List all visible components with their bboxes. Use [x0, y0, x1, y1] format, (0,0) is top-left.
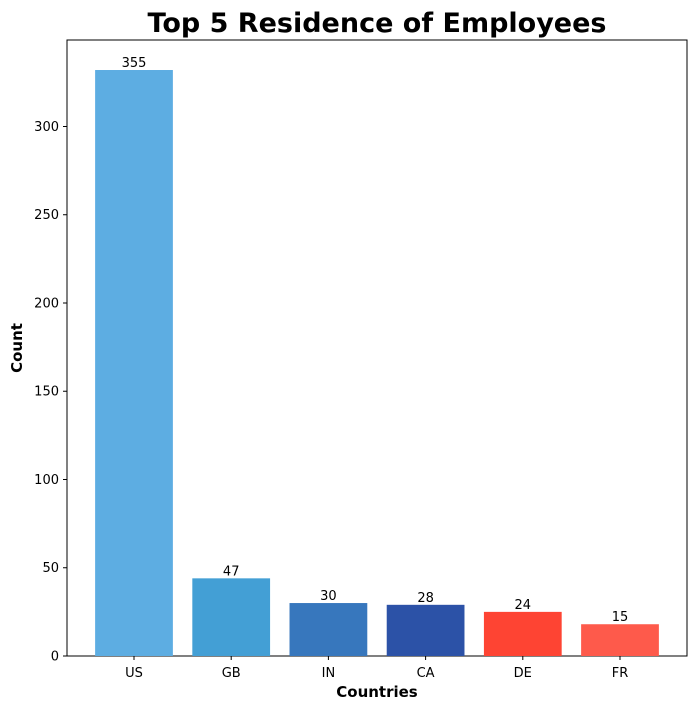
y-tick-label: 100 — [34, 473, 59, 488]
x-tick-label: CA — [417, 666, 435, 681]
y-tick-label: 150 — [34, 385, 59, 400]
bar — [386, 604, 465, 656]
y-tick-label: 50 — [42, 561, 59, 576]
x-tick-label: FR — [612, 666, 629, 681]
x-tick-label: DE — [514, 666, 532, 681]
y-tick-label: 200 — [34, 296, 59, 311]
y-tick-label: 250 — [34, 208, 59, 223]
x-tick-label: GB — [222, 666, 241, 681]
bar-annotation: 47 — [223, 564, 240, 579]
y-tick-label: 0 — [51, 650, 59, 665]
bar-annotation: 24 — [515, 598, 532, 613]
bar — [581, 624, 659, 656]
bar — [192, 578, 271, 656]
bar — [289, 603, 368, 656]
x-tick-label: IN — [322, 666, 336, 681]
bar-annotation: 15 — [612, 610, 629, 625]
bar — [483, 611, 562, 656]
bar-annotation: 30 — [320, 589, 337, 604]
bar-annotation: 28 — [417, 591, 434, 606]
y-axis-label: Count — [8, 323, 26, 373]
chart-title: Top 5 Residence of Employees — [148, 8, 607, 39]
bar-annotation: 355 — [122, 56, 147, 71]
bar — [95, 70, 173, 656]
y-tick-label: 300 — [34, 120, 59, 135]
plot-frame — [66, 39, 688, 657]
x-tick-label: US — [125, 666, 143, 681]
x-axis-label: Countries — [336, 683, 418, 701]
